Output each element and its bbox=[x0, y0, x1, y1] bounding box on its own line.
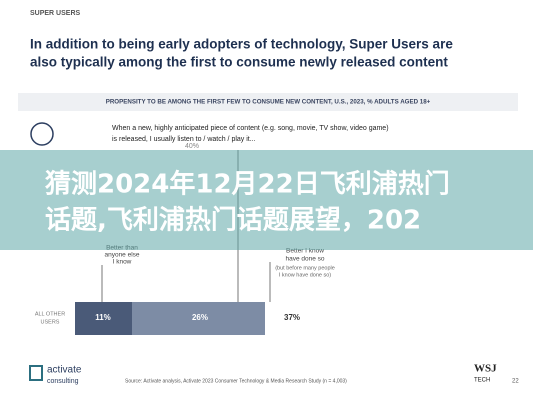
source: Source: Activate analysis, Activate 2023… bbox=[125, 378, 347, 384]
label: I know have done so) bbox=[279, 272, 331, 278]
row-label: USERS bbox=[41, 319, 60, 325]
segment bbox=[75, 302, 132, 335]
logo: consulting bbox=[47, 378, 79, 385]
segment bbox=[132, 302, 265, 335]
label: I know bbox=[113, 259, 132, 266]
total-label: 37% bbox=[284, 313, 300, 322]
question: is released, I usually listen to / watch… bbox=[112, 136, 256, 143]
segment-label: 26% bbox=[192, 313, 208, 322]
overlay-band bbox=[0, 150, 533, 250]
page-number: 22 bbox=[512, 379, 519, 385]
title-line: In addition to being early adopters of t… bbox=[30, 37, 453, 52]
logo: activate bbox=[47, 365, 82, 376]
subtitle-band bbox=[18, 93, 518, 111]
overlay-title: 话题,飞利浦热门话题展望，202 bbox=[45, 205, 421, 236]
question: When a new, highly anticipated piece of … bbox=[112, 125, 389, 132]
title-line: also typically among the first to consum… bbox=[30, 55, 448, 70]
overlay-title: 猜测2024年12月22日飞利浦热门 bbox=[44, 169, 450, 200]
value-label: 40% bbox=[185, 143, 199, 150]
brand: WSJ bbox=[474, 363, 497, 375]
row-label: ALL OTHER bbox=[35, 311, 65, 317]
kicker: SUPER USERS bbox=[30, 10, 81, 17]
brand: TECH bbox=[474, 378, 490, 384]
label: Better I know bbox=[286, 248, 324, 255]
label: have done so bbox=[285, 256, 324, 263]
logo-mark bbox=[29, 365, 43, 381]
segment-label: 11% bbox=[95, 313, 111, 322]
label: (but before many people bbox=[275, 265, 335, 271]
icon bbox=[30, 122, 54, 146]
label: anyone else bbox=[104, 252, 139, 259]
chart-subtitle: PROPENSITY TO BE AMONG THE FIRST FEW TO … bbox=[106, 99, 431, 106]
